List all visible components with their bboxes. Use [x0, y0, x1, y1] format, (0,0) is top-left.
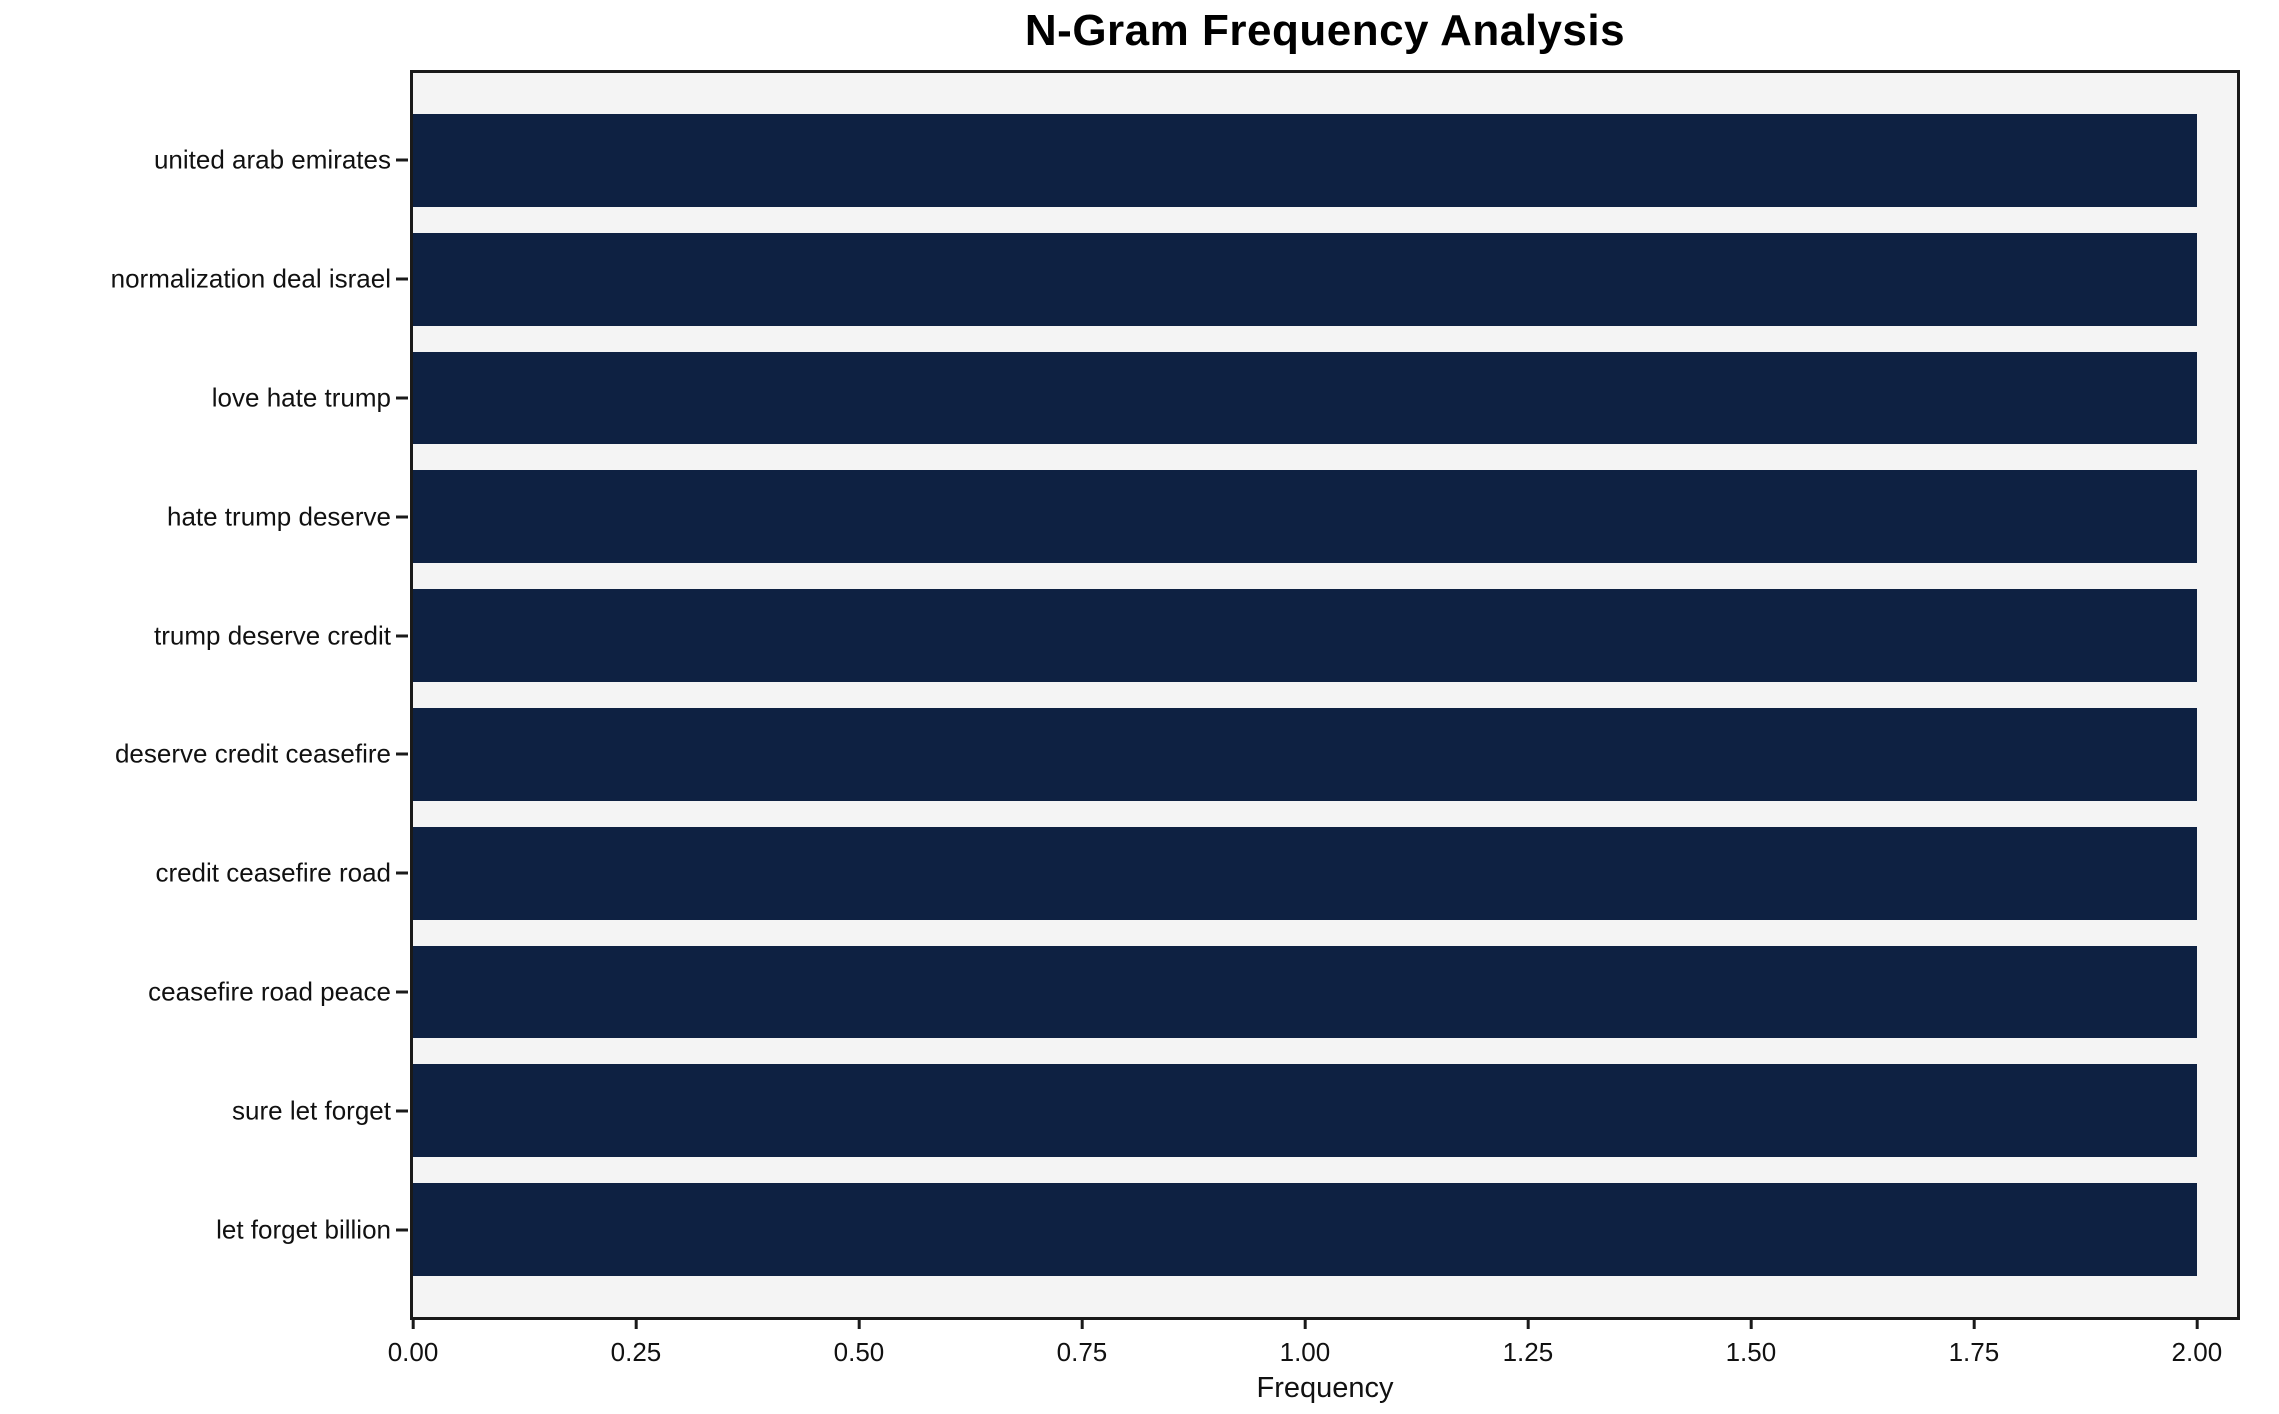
bar-row: let forget billion: [216, 1170, 2237, 1289]
x-tick-label: 0.25: [610, 1337, 662, 1367]
x-tick-label: 1.50: [1725, 1337, 1777, 1367]
bar: [413, 351, 2197, 445]
x-tick-mark: [1972, 1317, 1976, 1329]
x-tick-label: 0.75: [1056, 1337, 1108, 1367]
x-tick-mark: [857, 1317, 861, 1329]
x-tick-label: 0.50: [833, 1337, 885, 1367]
bar-rows: united arab emirates normalization deal i…: [111, 73, 2237, 1317]
bar-row: united arab emirates: [154, 101, 2237, 220]
bar: [413, 470, 2197, 564]
x-tick: 0.50: [833, 1317, 885, 1368]
x-tick-mark: [2195, 1317, 2199, 1329]
y-tick-mark: [396, 1109, 408, 1113]
bar-row: love hate trump: [212, 339, 2237, 458]
y-tick-label: trump deserve credit: [154, 620, 391, 651]
y-tick-label: normalization deal israel: [110, 263, 391, 294]
bar-row: hate trump deserve: [167, 457, 2237, 576]
x-tick: 0.75: [1056, 1317, 1108, 1368]
y-tick-mark: [396, 396, 408, 400]
x-tick-mark: [634, 1317, 638, 1329]
x-tick: 0.00: [387, 1317, 439, 1368]
x-tick-mark: [411, 1317, 415, 1329]
y-tick-mark: [396, 752, 408, 756]
y-tick-mark: [396, 990, 408, 994]
y-tick-label: united arab emirates: [153, 144, 391, 175]
x-tick: 1.25: [1502, 1317, 1554, 1368]
x-tick: 1.00: [1279, 1317, 1331, 1368]
x-axis-label: Frequency: [1256, 1372, 1394, 1404]
bar: [413, 1064, 2197, 1158]
plot-area: united arab emirates normalization deal i…: [111, 70, 2240, 1367]
bar-row: credit ceasefire road: [155, 814, 2237, 933]
x-tick-mark: [1303, 1317, 1307, 1329]
y-tick-mark: [396, 634, 408, 638]
y-tick-mark: [396, 871, 408, 875]
y-tick-mark: [396, 1228, 408, 1232]
bar-row: deserve credit ceasefire: [115, 695, 2237, 814]
y-tick-label: love hate trump: [211, 382, 391, 413]
x-tick-mark: [1749, 1317, 1753, 1329]
x-tick-mark: [1526, 1317, 1530, 1329]
y-tick-mark: [396, 158, 408, 162]
x-tick-label: 1.75: [1948, 1337, 2000, 1367]
x-tick-mark: [1080, 1317, 1084, 1329]
bar: [413, 945, 2197, 1039]
bar: [413, 826, 2197, 920]
x-tick: 0.25: [610, 1317, 662, 1368]
y-tick-label: credit ceasefire road: [155, 857, 391, 888]
bar-row: trump deserve credit: [154, 576, 2237, 695]
x-tick-label: 2.00: [2171, 1337, 2223, 1367]
bar-row: sure let forget: [232, 1051, 2237, 1170]
bar: [413, 1183, 2197, 1276]
bar: [413, 708, 2197, 801]
bar-row: ceasefire road peace: [148, 933, 2237, 1052]
y-tick-label: let forget billion: [216, 1214, 391, 1245]
x-tick: 2.00: [2171, 1317, 2223, 1368]
y-tick-mark: [396, 277, 408, 281]
x-tick-label: 0.00: [387, 1337, 439, 1367]
x-tick-label: 1.00: [1279, 1337, 1331, 1367]
bar: [413, 589, 2197, 682]
bar: [413, 114, 2197, 207]
y-tick-label: deserve credit ceasefire: [114, 738, 391, 769]
x-tick: 1.50: [1725, 1317, 1777, 1368]
bar: [413, 232, 2197, 326]
x-tick: 1.75: [1948, 1317, 2000, 1368]
x-axis-ticks: 0.00 0.25 0.50 0.75 1.00 1.25 1.50 1.75 2.00: [388, 1317, 2237, 1377]
y-tick-label: ceasefire road peace: [148, 976, 391, 1007]
x-tick-label: 1.25: [1502, 1337, 1554, 1367]
y-tick-mark: [396, 515, 408, 519]
y-tick-label: sure let forget: [232, 1095, 391, 1126]
chart-title: N-Gram Frequency Analysis: [1024, 6, 1626, 55]
bar-row: normalization deal israel: [111, 220, 2237, 339]
y-tick-label: hate trump deserve: [166, 501, 391, 532]
